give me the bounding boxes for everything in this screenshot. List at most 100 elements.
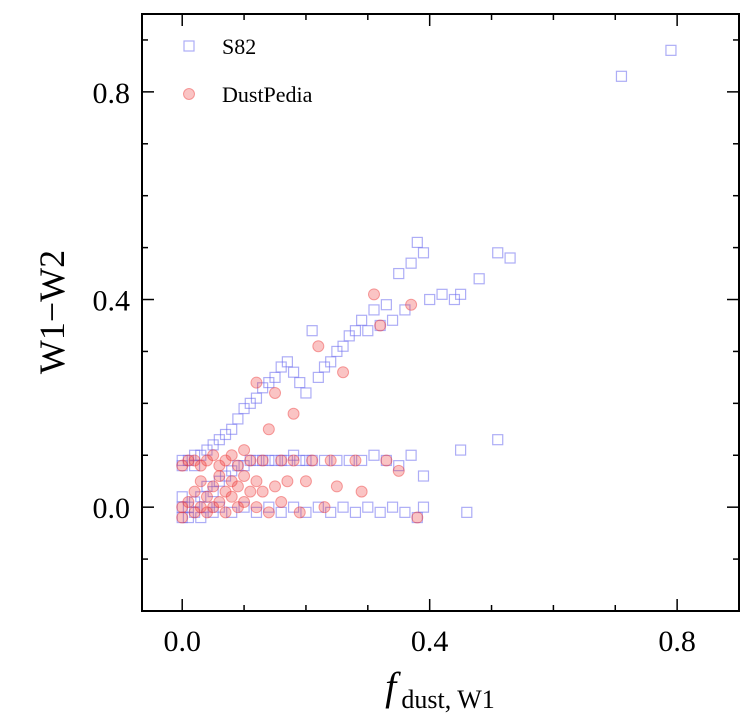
data-point-s82 (455, 444, 467, 456)
x-axis-title-main: f (385, 664, 401, 709)
data-point-s82 (349, 325, 362, 337)
data-point-dustpedia (194, 501, 207, 514)
legend-marker-dustpedia (183, 88, 195, 100)
x-tick-label: 0.0 (163, 625, 201, 658)
data-point-s82 (306, 325, 318, 337)
data-point-dustpedia (269, 480, 282, 493)
data-point-s82 (176, 491, 188, 503)
data-point-dustpedia (207, 501, 220, 514)
data-point-s82 (195, 491, 207, 503)
data-point-s82 (176, 454, 188, 467)
data-point-dustpedia (207, 449, 220, 462)
data-point-dustpedia (194, 475, 207, 488)
data-point-s82 (362, 325, 374, 337)
data-point-s82 (368, 449, 380, 461)
data-point-dustpedia (256, 454, 269, 467)
data-point-dustpedia (275, 495, 288, 508)
y-tick-label: 0.0 (93, 492, 131, 525)
data-point-dustpedia (182, 495, 195, 508)
data-point-s82 (665, 44, 677, 56)
data-point-dustpedia (231, 459, 244, 472)
data-point-s82 (226, 506, 238, 518)
data-point-dustpedia (250, 475, 263, 488)
legend: S82 DustPedia (183, 34, 313, 107)
data-point-dustpedia (188, 506, 201, 519)
data-point-dustpedia (312, 340, 325, 353)
data-point-dustpedia (250, 376, 263, 389)
data-point-s82 (380, 299, 392, 311)
data-point-s82 (411, 511, 423, 524)
data-point-dustpedia (374, 319, 387, 332)
data-point-s82 (424, 293, 436, 306)
data-point-s82 (275, 454, 287, 467)
data-point-s82 (306, 454, 318, 467)
data-point-s82 (492, 434, 504, 446)
data-point-s82 (343, 454, 355, 467)
data-point-dustpedia (262, 423, 275, 436)
data-point-s82 (615, 70, 628, 82)
x-tick-label: 0.4 (411, 625, 449, 658)
legend-label-s82: S82 (222, 34, 256, 59)
data-point-s82 (188, 449, 201, 461)
data-point-s82 (232, 413, 244, 425)
data-point-dustpedia (188, 485, 201, 498)
data-point-s82 (294, 454, 306, 467)
data-point-dustpedia (262, 506, 275, 519)
data-point-s82 (287, 366, 300, 378)
data-point-s82 (374, 506, 386, 518)
data-point-s82 (393, 267, 405, 280)
data-point-s82 (455, 288, 467, 300)
data-point-dustpedia (182, 454, 195, 467)
data-point-s82 (399, 304, 411, 316)
data-point-dustpedia (238, 470, 251, 483)
data-point-s82 (386, 314, 399, 326)
data-point-dustpedia (299, 475, 312, 488)
data-point-s82 (269, 454, 281, 467)
data-point-dustpedia (355, 485, 368, 498)
data-point-dustpedia (244, 485, 257, 498)
data-point-dustpedia (324, 454, 337, 467)
data-point-s82 (393, 460, 405, 472)
data-point-dustpedia (176, 511, 189, 524)
data-point-s82 (405, 257, 417, 269)
data-point-s82 (504, 252, 516, 264)
data-point-dustpedia (287, 407, 300, 420)
data-point-dustpedia (349, 454, 362, 467)
data-point-s82 (213, 501, 225, 513)
data-point-s82 (263, 454, 275, 467)
data-point-dustpedia (411, 511, 424, 524)
data-point-s82 (417, 501, 430, 513)
data-point-s82 (349, 506, 362, 518)
data-point-s82 (312, 371, 324, 383)
data-point-s82 (195, 511, 207, 524)
data-point-dustpedia (281, 475, 294, 488)
data-point-s82 (287, 501, 300, 513)
data-points (176, 44, 677, 524)
data-point-s82 (294, 376, 306, 389)
data-point-s82 (356, 454, 368, 467)
data-point-s82 (473, 273, 485, 285)
data-point-s82 (232, 460, 244, 472)
data-point-dustpedia (213, 470, 226, 483)
data-point-dustpedia (405, 298, 418, 311)
y-tick-label: 0.8 (93, 77, 131, 110)
data-point-s82 (257, 454, 269, 467)
data-point-s82 (405, 449, 417, 461)
data-point-dustpedia (330, 480, 343, 493)
data-point-dustpedia (176, 501, 189, 514)
data-point-dustpedia (337, 366, 350, 379)
data-point-s82 (386, 501, 399, 513)
data-point-s82 (374, 319, 386, 332)
data-point-dustpedia (244, 454, 257, 467)
tick-labels: 0.0 0.4 0.8 0.0 0.4 0.8 (93, 77, 696, 658)
data-point-s82 (244, 454, 256, 467)
y-axis-title: W1−W2 (32, 250, 72, 374)
data-point-s82 (250, 506, 263, 518)
data-point-s82 (331, 454, 343, 467)
data-point-s82 (275, 506, 287, 518)
data-point-dustpedia (200, 506, 213, 519)
data-point-s82 (436, 288, 448, 300)
data-point-dustpedia (293, 506, 306, 519)
data-point-dustpedia (213, 495, 226, 508)
data-point-s82 (250, 392, 263, 404)
